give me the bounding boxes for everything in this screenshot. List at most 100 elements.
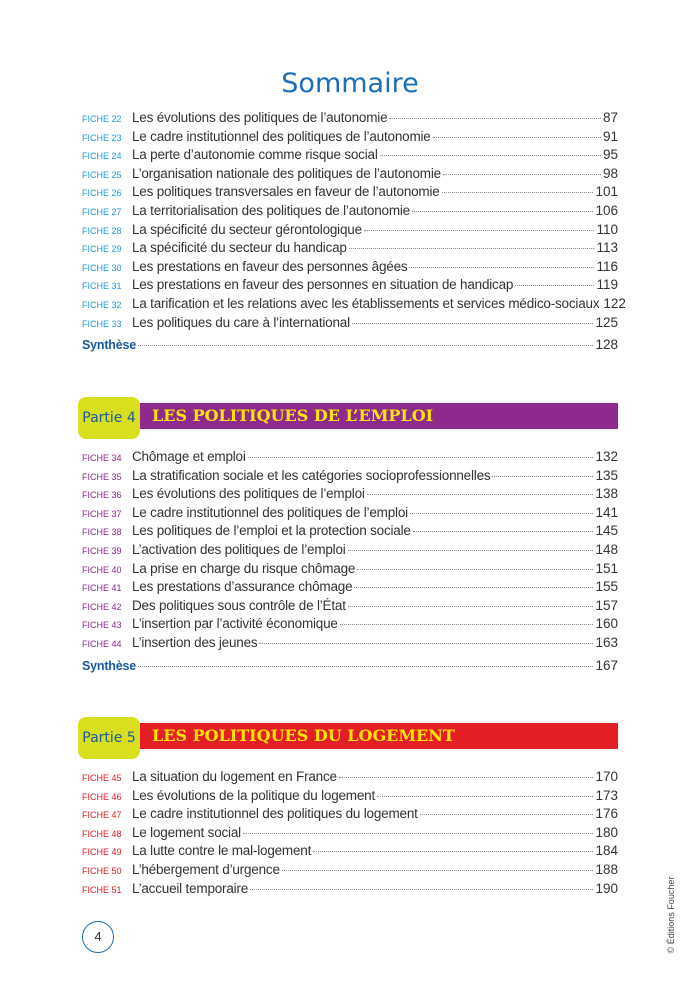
fiche-number: FICHE 29 [82, 244, 122, 255]
page-ref: 184 [595, 843, 618, 859]
toc-entry[interactable]: FICHE 28 La spécificité du secteur géront… [82, 221, 618, 240]
fiche-number: FICHE 42 [82, 601, 122, 612]
page-ref: 128 [595, 337, 618, 353]
entry-title: La prise en charge du risque chômage [132, 560, 356, 576]
dot-leader [351, 322, 594, 324]
toc-entry[interactable]: FICHE 33 Les politiques du care à l’inter… [82, 314, 618, 333]
toc-entry-synthese[interactable]: Synthèse 167 [82, 655, 618, 674]
entry-title: Les politiques transversales en faveur d… [132, 184, 440, 200]
fiche-number: FICHE 41 [82, 583, 122, 594]
toc-section-autonomie: FICHE 22 Les évolutions des politiques de… [82, 109, 626, 353]
toc-entry[interactable]: FICHE 40 La prise en charge du risque chô… [82, 560, 618, 579]
entry-title: La perte d’autonomie comme risque social [132, 147, 378, 163]
toc-entry[interactable]: FICHE 23 Le cadre institutionnel des poli… [82, 128, 618, 147]
fiche-number: FICHE 31 [82, 281, 122, 292]
toc-entry[interactable]: FICHE 45 La situation du logement en Fran… [82, 768, 618, 787]
entry-title: Les prestations en faveur des personnes … [132, 277, 514, 293]
page-ref: 190 [595, 880, 618, 896]
toc-entry[interactable]: FICHE 51 L’accueil temporaire 190 [82, 880, 618, 899]
toc-entry[interactable]: FICHE 50 L’hébergement d’urgence 188 [82, 861, 618, 880]
page-ref: 180 [595, 824, 618, 840]
fiche-number: FICHE 28 [82, 225, 122, 236]
fiche-number: FICHE 35 [82, 471, 122, 482]
dot-leader [137, 345, 594, 347]
partie-4-header: Partie 4 LES POLITIQUES DE L’EMPLOI [78, 397, 618, 439]
toc-entry[interactable]: FICHE 47 Le cadre institutionnel des poli… [82, 805, 618, 824]
page-ref: 138 [595, 486, 618, 502]
toc-entry[interactable]: FICHE 41 Les prestations d’assurance chôm… [82, 578, 618, 597]
fiche-number: FICHE 27 [82, 206, 122, 217]
toc-entry[interactable]: FICHE 32 La tarification et les relations… [82, 295, 626, 314]
entry-title: Le cadre institutionnel des politiques d… [132, 806, 418, 822]
toc-entry[interactable]: FICHE 49 La lutte contre le mal-logement 1… [82, 842, 618, 861]
toc-entry[interactable]: FICHE 39 L’activation des politiques de l… [82, 541, 618, 560]
toc-entry[interactable]: FICHE 22 Les évolutions des politiques de… [82, 109, 618, 128]
toc-entry[interactable]: FICHE 42 Des politiques sous contrôle de … [82, 597, 618, 616]
page-ref: 119 [596, 277, 618, 293]
toc-entry[interactable]: FICHE 44 L’insertion des jeunes 163 [82, 634, 618, 653]
entry-title: L’insertion des jeunes [132, 634, 258, 650]
toc-entry[interactable]: FICHE 36 Les évolutions des politiques de… [82, 485, 618, 504]
dot-leader [409, 266, 595, 268]
fiche-number: FICHE 47 [82, 810, 122, 821]
fiche-number: FICHE 48 [82, 828, 122, 839]
fiche-number: FICHE 44 [82, 638, 122, 649]
toc-entry[interactable]: FICHE 43 L’insertion par l’activité écono… [82, 615, 618, 634]
toc-entry[interactable]: FICHE 46 Les évolutions de la politique d… [82, 787, 618, 806]
fiche-number: FICHE 33 [82, 318, 122, 329]
fiche-number: FICHE 32 [82, 299, 122, 310]
toc-entry[interactable]: FICHE 35 La stratification sociale et les… [82, 467, 618, 486]
toc-entry[interactable]: FICHE 34 Chômage et emploi 132 [82, 448, 618, 467]
entry-title: Chômage et emploi [132, 449, 246, 464]
dot-leader [411, 210, 594, 212]
page-ref: 173 [595, 787, 618, 803]
dot-leader [313, 851, 594, 853]
entry-title: La lutte contre le mal-logement [132, 843, 312, 859]
fiche-number: FICHE 40 [82, 564, 122, 575]
dot-leader [412, 531, 594, 533]
fiche-number: FICHE 43 [82, 620, 122, 631]
dot-leader [366, 494, 594, 496]
fiche-number: FICHE 39 [82, 545, 122, 556]
toc-entry-synthese[interactable]: Synthèse 128 [82, 334, 618, 353]
copyright: © Éditions Foucher [666, 876, 676, 954]
page-ref: 155 [595, 579, 618, 595]
toc-entry[interactable]: FICHE 26 Les politiques transversales en … [82, 183, 618, 202]
toc-entry[interactable]: FICHE 38 Les politiques de l’emploi et la… [82, 522, 618, 541]
synthese-label: Synthèse [82, 658, 136, 673]
toc-entry[interactable]: FICHE 24 La perte d’autonomie comme risqu… [82, 146, 618, 165]
dot-leader [338, 777, 594, 778]
page-ref: 145 [595, 523, 618, 539]
page-ref: 87 [602, 110, 618, 125]
entry-title: L’activation des politiques de l’emploi [132, 541, 346, 557]
toc-entry[interactable]: FICHE 27 La territorialisation des politi… [82, 202, 618, 221]
dot-leader [357, 568, 594, 570]
entry-title: Des politiques sous contrôle de l’État [132, 597, 346, 613]
page-number: 4 [82, 921, 114, 953]
toc-entry[interactable]: FICHE 29 La spécificité du secteur du han… [82, 239, 618, 258]
entry-title: L’insertion par l’activité économique [132, 616, 338, 632]
fiche-number: FICHE 23 [82, 132, 122, 143]
toc-entry[interactable]: FICHE 48 Le logement social 180 [82, 824, 618, 843]
dot-leader [379, 155, 601, 157]
toc-entry[interactable]: FICHE 30 Les prestations en faveur des pe… [82, 258, 618, 277]
entry-title: La territorialisation des politiques de … [132, 202, 410, 218]
fiche-number: FICHE 51 [82, 884, 122, 895]
dot-leader [339, 624, 594, 626]
toc-entry[interactable]: FICHE 31 Les prestations en faveur des pe… [82, 276, 618, 295]
fiche-number: FICHE 45 [82, 773, 122, 783]
fiche-number: FICHE 50 [82, 865, 122, 876]
page-ref: 160 [595, 616, 618, 632]
toc-entry[interactable]: FICHE 37 Le cadre institutionnel des poli… [82, 504, 618, 523]
entry-title: Les politiques de l’emploi et la protect… [132, 523, 411, 539]
page-ref: 101 [595, 184, 618, 200]
fiche-number: FICHE 34 [82, 453, 122, 463]
toc-entry[interactable]: FICHE 25 L’organisation nationale des pol… [82, 165, 618, 184]
partie-4-label: Partie 4 [78, 397, 140, 439]
entry-title: La situation du logement en France [132, 769, 337, 784]
entry-title: Les prestations d’assurance chômage [132, 579, 353, 595]
entry-title: La spécificité du secteur du handicap [132, 240, 347, 256]
dot-leader [432, 136, 601, 138]
dot-leader [250, 888, 594, 890]
page-ref: 98 [602, 165, 618, 181]
